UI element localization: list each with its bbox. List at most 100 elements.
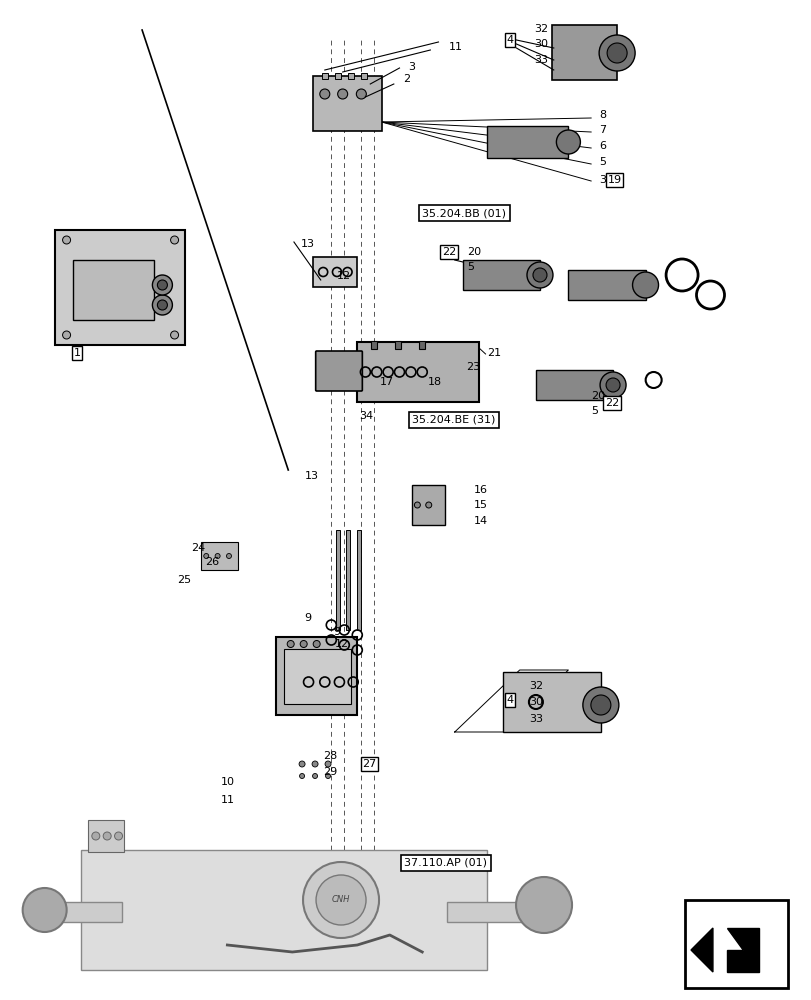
Text: 23: 23 xyxy=(466,362,479,372)
FancyBboxPatch shape xyxy=(315,351,362,391)
Circle shape xyxy=(287,640,294,648)
FancyBboxPatch shape xyxy=(284,649,350,704)
Circle shape xyxy=(315,875,366,925)
Bar xyxy=(446,902,543,922)
Circle shape xyxy=(92,832,100,840)
Circle shape xyxy=(170,331,178,339)
Text: 20: 20 xyxy=(466,247,480,257)
Circle shape xyxy=(62,236,71,244)
Text: 32: 32 xyxy=(534,24,547,34)
Text: 27: 27 xyxy=(362,759,376,769)
Text: 8: 8 xyxy=(599,110,606,120)
Text: 15: 15 xyxy=(474,500,487,510)
Text: 12: 12 xyxy=(337,271,350,281)
Circle shape xyxy=(114,832,122,840)
Text: 1: 1 xyxy=(74,348,80,358)
Circle shape xyxy=(299,774,304,778)
Text: 7: 7 xyxy=(599,125,606,135)
Bar xyxy=(394,341,401,349)
Circle shape xyxy=(215,554,220,558)
Bar xyxy=(345,530,349,630)
Text: 5: 5 xyxy=(466,262,474,272)
Text: 17: 17 xyxy=(380,377,393,387)
Circle shape xyxy=(62,331,71,339)
Text: 13: 13 xyxy=(304,471,318,481)
Text: 34: 34 xyxy=(358,411,372,421)
FancyBboxPatch shape xyxy=(312,76,381,131)
Text: 30: 30 xyxy=(534,39,547,49)
Text: 4: 4 xyxy=(506,695,513,705)
Circle shape xyxy=(23,888,67,932)
Circle shape xyxy=(157,300,167,310)
Bar xyxy=(334,73,341,79)
Text: 24: 24 xyxy=(191,543,205,553)
Polygon shape xyxy=(726,928,758,972)
Circle shape xyxy=(556,130,580,154)
Circle shape xyxy=(607,43,626,63)
Bar xyxy=(360,73,367,79)
Circle shape xyxy=(313,640,320,648)
Circle shape xyxy=(226,554,231,558)
Text: 4: 4 xyxy=(506,35,513,45)
Bar xyxy=(336,530,339,630)
Circle shape xyxy=(312,774,317,778)
Text: 35.204.BB (01): 35.204.BB (01) xyxy=(422,208,506,218)
Text: 6: 6 xyxy=(599,141,606,151)
FancyBboxPatch shape xyxy=(201,542,238,570)
Circle shape xyxy=(152,275,172,295)
Text: 31: 31 xyxy=(599,175,612,185)
FancyBboxPatch shape xyxy=(462,260,539,290)
Text: 5: 5 xyxy=(590,406,598,416)
Polygon shape xyxy=(690,928,712,972)
FancyBboxPatch shape xyxy=(73,260,154,320)
FancyBboxPatch shape xyxy=(81,850,487,970)
Bar xyxy=(41,902,122,922)
Text: 25: 25 xyxy=(177,575,191,585)
Circle shape xyxy=(103,832,111,840)
Text: 20: 20 xyxy=(590,391,604,401)
Text: 2: 2 xyxy=(403,74,410,84)
Text: 9: 9 xyxy=(304,613,311,623)
Circle shape xyxy=(425,502,431,508)
Circle shape xyxy=(414,502,420,508)
Text: 22: 22 xyxy=(604,398,619,408)
Bar xyxy=(684,900,787,988)
Circle shape xyxy=(599,35,634,71)
FancyBboxPatch shape xyxy=(487,126,568,158)
Text: 33: 33 xyxy=(534,55,547,65)
Text: 28: 28 xyxy=(323,751,337,761)
Circle shape xyxy=(532,268,547,282)
Bar xyxy=(357,530,360,630)
Circle shape xyxy=(599,372,625,398)
Text: 30: 30 xyxy=(529,697,543,707)
Text: 11: 11 xyxy=(448,42,462,52)
Text: 32: 32 xyxy=(529,681,543,691)
FancyBboxPatch shape xyxy=(503,672,600,732)
Circle shape xyxy=(303,862,379,938)
FancyBboxPatch shape xyxy=(88,820,124,852)
Circle shape xyxy=(157,280,167,290)
Text: 19: 19 xyxy=(607,175,621,185)
Circle shape xyxy=(605,378,620,392)
Text: 3: 3 xyxy=(408,62,415,72)
Circle shape xyxy=(300,640,307,648)
Text: 14: 14 xyxy=(474,516,487,526)
Bar xyxy=(321,73,328,79)
FancyBboxPatch shape xyxy=(568,270,645,300)
Circle shape xyxy=(320,89,329,99)
Circle shape xyxy=(582,687,618,723)
Circle shape xyxy=(526,262,552,288)
Text: 11: 11 xyxy=(221,795,234,805)
Text: 21: 21 xyxy=(487,348,500,358)
Text: 29: 29 xyxy=(323,767,337,777)
Text: 22: 22 xyxy=(441,247,456,257)
Circle shape xyxy=(632,272,658,298)
Text: 26: 26 xyxy=(205,557,219,567)
Text: 9: 9 xyxy=(333,627,340,637)
Bar xyxy=(347,73,354,79)
Circle shape xyxy=(337,89,347,99)
Text: 12: 12 xyxy=(334,639,348,649)
Circle shape xyxy=(204,554,208,558)
Circle shape xyxy=(152,295,172,315)
Circle shape xyxy=(516,877,571,933)
